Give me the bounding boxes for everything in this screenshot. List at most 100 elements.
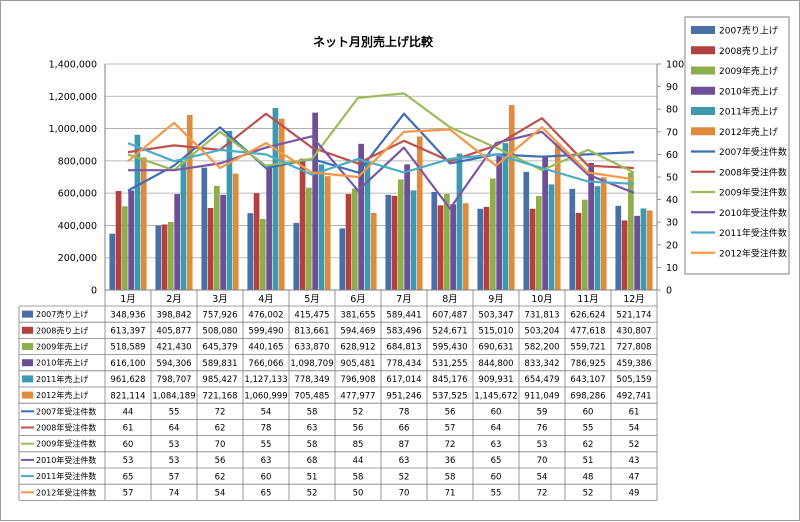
table-cell: 58 xyxy=(353,472,364,482)
bar xyxy=(140,157,147,290)
table-cell: 65 xyxy=(261,489,272,499)
bar xyxy=(462,203,469,290)
table-cell: 798,707 xyxy=(156,375,191,385)
bar xyxy=(207,207,214,290)
table-row-label: 2011年売上げ xyxy=(36,374,88,384)
y-tick-label: 800,000 xyxy=(58,156,97,167)
table-cell: 58 xyxy=(307,408,318,418)
bar xyxy=(260,218,266,290)
y2-tick-label: 40 xyxy=(666,195,678,206)
legend-key xyxy=(691,66,715,75)
table-row-label: 2012年売上げ xyxy=(36,390,88,400)
table-cell: 53 xyxy=(537,440,548,450)
bar xyxy=(398,179,404,290)
table-cell: 626,624 xyxy=(570,310,605,320)
bar xyxy=(115,190,122,290)
y-tick-label: 0 xyxy=(91,286,97,297)
table-cell: 698,286 xyxy=(570,391,605,401)
series-line xyxy=(127,92,635,174)
table-cell: 405,877 xyxy=(156,327,191,337)
table-cell: 583,496 xyxy=(386,327,421,337)
table-cell: 53 xyxy=(169,456,180,466)
table-cell: 813,661 xyxy=(294,327,329,337)
table-cell: 1,084,189 xyxy=(152,391,195,401)
table-cell: 594,306 xyxy=(156,359,191,369)
table-cell: 64 xyxy=(169,424,180,434)
table-cell: 521,174 xyxy=(616,310,651,320)
table-legend-key xyxy=(22,375,33,383)
table-cell: 690,631 xyxy=(478,343,513,353)
bar xyxy=(226,130,233,290)
y2-tick-label: 50 xyxy=(666,173,678,184)
legend-key xyxy=(691,26,715,34)
series-line xyxy=(128,130,635,210)
table-cell: 52 xyxy=(353,408,364,418)
table-cell: 415,475 xyxy=(294,310,329,320)
table-cell: 59 xyxy=(537,408,548,418)
x-tick-label: 8月 xyxy=(442,294,458,305)
table-cell: 55 xyxy=(491,489,502,499)
table-cell: 74 xyxy=(169,489,180,499)
bar xyxy=(266,166,272,290)
bar xyxy=(575,212,582,290)
legend-label: 2010年売上げ xyxy=(719,85,778,97)
y-tick-label: 200,000 xyxy=(58,253,97,264)
table-cell: 52 xyxy=(629,440,640,450)
bar xyxy=(358,143,364,290)
x-tick-label: 12月 xyxy=(623,294,645,305)
table-cell: 508,080 xyxy=(202,327,237,337)
table-cell: 559,721 xyxy=(570,343,605,353)
x-tick-label: 2月 xyxy=(166,294,182,305)
table-cell: 44 xyxy=(353,456,364,466)
bar xyxy=(496,153,502,290)
y2-tick-label: 60 xyxy=(666,150,678,161)
table-cell: 645,379 xyxy=(202,343,237,353)
table-cell: 845,176 xyxy=(432,375,467,385)
bar xyxy=(391,195,398,290)
table-cell: 61 xyxy=(123,424,134,434)
table-cell: 381,655 xyxy=(340,310,375,320)
table-cell: 78 xyxy=(261,424,272,434)
bar xyxy=(594,186,601,290)
table-cell: 52 xyxy=(399,472,410,482)
bar xyxy=(186,114,193,290)
table-cell: 531,255 xyxy=(432,359,467,369)
table-cell: 85 xyxy=(353,440,364,450)
table-cell: 70 xyxy=(537,456,548,466)
table-cell: 57 xyxy=(123,489,134,499)
table-cell: 62 xyxy=(215,472,226,482)
table-cell: 56 xyxy=(445,408,456,418)
chart-title: ネット月別売上げ比較 xyxy=(313,34,434,49)
table-cell: 50 xyxy=(353,489,364,499)
table-legend-key xyxy=(22,326,33,334)
table-cell: 54 xyxy=(261,408,272,418)
bar xyxy=(352,188,358,290)
table-row-label: 2009年受注件数 xyxy=(36,439,96,449)
table-cell: 60 xyxy=(491,472,502,482)
bar xyxy=(214,185,220,290)
table-cell: 57 xyxy=(169,472,180,482)
table-cell: 951,246 xyxy=(386,391,421,401)
table-cell: 589,441 xyxy=(386,310,421,320)
bar xyxy=(232,173,239,290)
bar xyxy=(345,194,352,290)
bar xyxy=(536,196,542,290)
bar xyxy=(634,215,640,290)
table-cell: 1,060,999 xyxy=(244,391,287,401)
x-tick-label: 7月 xyxy=(396,294,412,305)
legend-label: 2012年受注件数 xyxy=(719,247,787,259)
series-line xyxy=(127,121,635,181)
bar xyxy=(410,190,417,290)
table-cell: 64 xyxy=(491,424,502,434)
table-cell: 628,912 xyxy=(340,343,375,353)
bar xyxy=(542,155,548,290)
x-tick-label: 5月 xyxy=(304,294,320,305)
table-cell: 589,831 xyxy=(202,359,237,369)
series-line xyxy=(127,112,635,192)
x-tick-label: 3月 xyxy=(212,294,228,305)
table-row-label: 2007年受注件数 xyxy=(36,406,96,416)
bar xyxy=(155,225,162,290)
y2-tick-label: 10 xyxy=(666,263,678,274)
bar xyxy=(174,194,180,290)
table-cell: 477,618 xyxy=(570,327,605,337)
